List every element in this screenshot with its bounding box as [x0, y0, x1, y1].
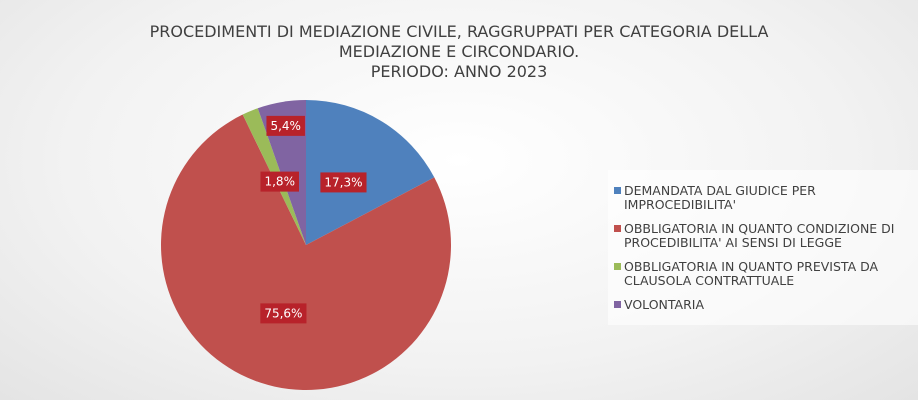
- legend-label: VOLONTARIA: [624, 296, 705, 312]
- legend-item: OBBLIGATORIA IN QUANTO CONDIZIONE DI PRO…: [614, 220, 918, 250]
- chart-title-block: PROCEDIMENTI DI MEDIAZIONE CIVILE, RAGGR…: [99, 22, 819, 82]
- legend-item: VOLONTARIA: [614, 296, 918, 312]
- data-label: 75,6%: [264, 306, 302, 320]
- legend-swatch: [614, 186, 621, 194]
- pie-slice: [161, 114, 451, 391]
- chart-subtitle: PERIODO: ANNO 2023: [370, 62, 548, 81]
- data-label-box: [260, 171, 299, 192]
- data-label: 5,4%: [270, 119, 301, 133]
- pie-slice: [306, 100, 435, 245]
- data-label-box: [320, 172, 367, 193]
- legend-label: OBBLIGATORIA IN QUANTO PREVISTA DA CLAUS…: [624, 258, 879, 288]
- legend-swatch: [614, 262, 621, 270]
- legend-item: OBBLIGATORIA IN QUANTO PREVISTA DA CLAUS…: [614, 258, 918, 288]
- data-label: 17,3%: [324, 175, 362, 189]
- legend-label: OBBLIGATORIA IN QUANTO CONDIZIONE DI PRO…: [624, 220, 895, 250]
- data-label: 1,8%: [264, 175, 295, 189]
- legend-swatch: [614, 300, 621, 308]
- chart-title: PROCEDIMENTI DI MEDIAZIONE CIVILE, RAGGR…: [149, 22, 769, 61]
- data-label-box: [260, 303, 307, 324]
- legend-item: DEMANDATA DAL GIUDICE PER IMPROCEDIBILIT…: [614, 182, 918, 212]
- legend-label: DEMANDATA DAL GIUDICE PER IMPROCEDIBILIT…: [624, 182, 816, 212]
- legend-swatch: [614, 224, 621, 232]
- legend: DEMANDATA DAL GIUDICE PER IMPROCEDIBILIT…: [608, 170, 918, 325]
- data-label-box: [266, 115, 305, 136]
